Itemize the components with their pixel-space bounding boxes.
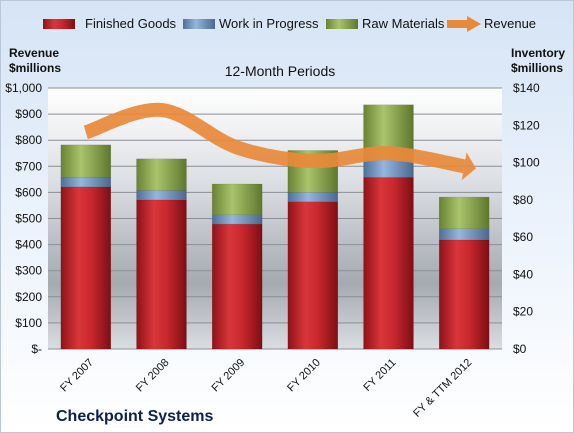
left-tick-label: $700	[15, 159, 42, 173]
right-tick-label: $120	[513, 118, 540, 132]
left-tick-label: $800	[15, 133, 42, 147]
revenue-line	[83, 102, 466, 174]
left-tick-label: $-	[31, 342, 42, 356]
bar-work-in-progress	[287, 192, 339, 202]
x-tick-label: FY 2010	[285, 357, 323, 395]
left-axis-ticks: $- $100 $200 $300 $400 $500 $600 $700 $800 $900 $1…	[5, 81, 42, 356]
legend-swatch-work-in-progress	[183, 19, 215, 29]
right-tick-label: $0	[513, 342, 527, 356]
x-tick-label: FY 2007	[58, 357, 96, 395]
bar-work-in-progress	[60, 177, 112, 188]
bars	[60, 104, 490, 350]
left-axis-label-line1: Revenue	[9, 46, 59, 60]
company-name: Checkpoint Systems	[56, 408, 213, 425]
left-tick-label: $200	[15, 290, 42, 304]
revenue-line-layer	[83, 102, 476, 181]
right-tick-label: $20	[513, 305, 533, 319]
bar-work-in-progress	[136, 190, 187, 201]
bar-finished-goods	[60, 186, 112, 350]
left-tick-label: $400	[15, 238, 42, 252]
bar-raw-materials	[438, 196, 490, 230]
bar-work-in-progress	[211, 214, 263, 225]
right-tick-label: $80	[513, 193, 533, 207]
x-tick-label: FY 2009	[210, 357, 248, 395]
right-axis-ticks: $0 $20 $40 $60 $80 $100 $120 $140	[513, 81, 540, 356]
bar-finished-goods	[287, 201, 339, 350]
legend-label-revenue: Revenue	[484, 16, 536, 31]
right-tick-label: $100	[513, 156, 540, 170]
chart-title: 12-Month Periods	[225, 63, 336, 79]
x-tick-label: FY & TTM 2012	[411, 357, 474, 420]
left-tick-label: $100	[15, 316, 42, 330]
right-tick-label: $60	[513, 230, 533, 244]
legend-swatch-finished-goods	[43, 19, 75, 29]
right-tick-label: $140	[513, 81, 540, 95]
legend-swatch-revenue	[447, 16, 481, 32]
revenue-arrowhead	[461, 152, 476, 181]
left-tick-label: $1,000	[5, 81, 42, 95]
left-tick-label: $300	[15, 264, 42, 278]
legend-swatch-raw-materials	[326, 19, 358, 29]
bar-raw-materials	[136, 158, 187, 191]
gridlines	[48, 87, 502, 350]
left-tick-label: $600	[15, 185, 42, 199]
bar-finished-goods	[136, 199, 187, 350]
legend: Finished Goods Work in Progress Raw Mate…	[43, 16, 536, 32]
left-axis-label-line2: $millions	[9, 61, 61, 75]
right-axis-label-line1: Inventory	[511, 46, 565, 60]
right-tick-label: $40	[513, 267, 533, 281]
left-tick-label: $500	[15, 212, 42, 226]
x-tick-label: FY 2008	[134, 357, 172, 395]
legend-label-work-in-progress: Work in Progress	[219, 16, 319, 31]
legend-label-raw-materials: Raw Materials	[362, 16, 445, 31]
bar-raw-materials	[60, 144, 112, 178]
x-tick-label: FY 2011	[361, 357, 398, 394]
left-tick-label: $900	[15, 107, 42, 121]
legend-label-finished-goods: Finished Goods	[85, 16, 177, 31]
right-axis-label-line2: $millions	[511, 61, 563, 75]
bar-work-in-progress	[438, 228, 490, 241]
bar-finished-goods	[438, 239, 490, 350]
bar-raw-materials	[211, 183, 263, 216]
bar-finished-goods	[363, 177, 414, 350]
bar-finished-goods	[211, 223, 263, 350]
